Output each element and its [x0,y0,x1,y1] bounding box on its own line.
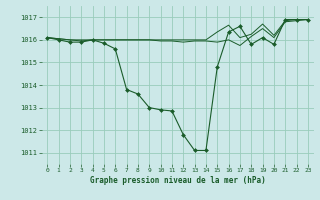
X-axis label: Graphe pression niveau de la mer (hPa): Graphe pression niveau de la mer (hPa) [90,176,266,185]
